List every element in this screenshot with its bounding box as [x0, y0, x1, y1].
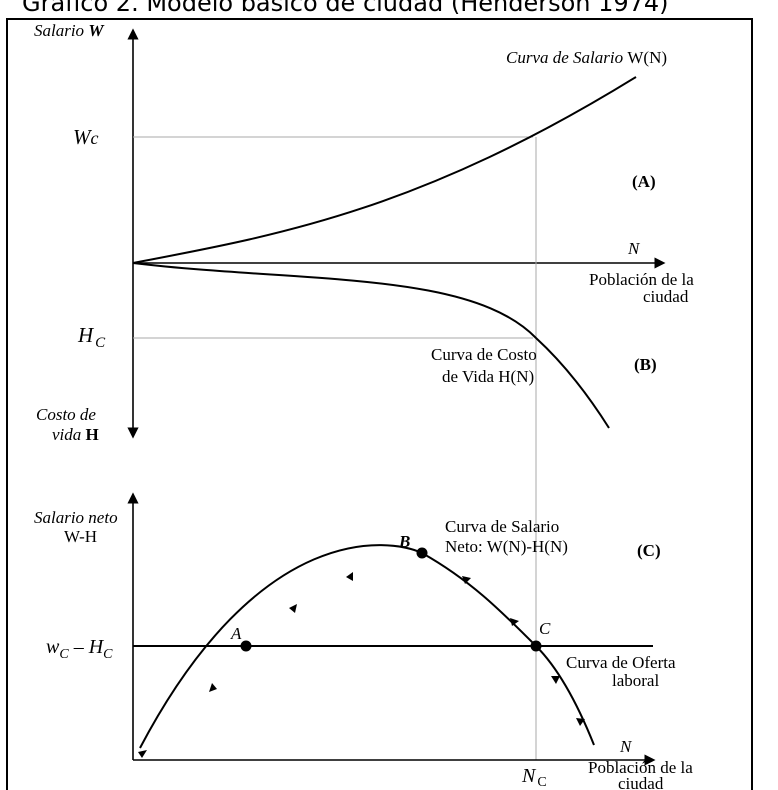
wage-curve-label: Curva de Salario W(N)	[506, 48, 667, 67]
x-axis-bottom-label-line1: Población de la	[588, 758, 693, 777]
x-axis-symbol-top: N	[627, 239, 641, 258]
wage-curve	[132, 76, 637, 264]
point-a-label: A	[230, 624, 242, 643]
point-c-label: C	[539, 619, 551, 638]
direction-arrow-5	[462, 576, 471, 584]
x-axis-top-label-line2: ciudad	[643, 287, 689, 306]
page-title: Gráfico 2. Modelo básico de ciudad (Hend…	[22, 0, 669, 17]
point-b-label: B	[398, 532, 410, 551]
panel-b-label: (B)	[634, 355, 657, 374]
y-axis-net-label-line1: Salario neto	[34, 508, 118, 527]
direction-arrow-4	[346, 572, 353, 581]
net-curve-label-line1: Curva de Salario	[445, 517, 559, 536]
y-axis-top-label: Salario W	[34, 21, 105, 40]
direction-arrow-1	[138, 750, 147, 758]
point-b-marker	[416, 547, 428, 559]
cost-curve-label-line1: Curva de Costo	[431, 345, 537, 364]
supply-curve-label-line2: laboral	[612, 671, 659, 690]
panel-a-label: (A)	[632, 172, 656, 191]
x-axis-top-label-line1: Población de la	[589, 270, 694, 289]
figure-frame	[6, 18, 753, 790]
y-axis-bottom-label-line1: Costo de	[36, 405, 96, 424]
supply-curve-label-line1: Curva de Oferta	[566, 653, 676, 672]
wc-label: Wc	[73, 125, 99, 149]
y-axis-bottom-label-line2: vida H	[52, 425, 99, 444]
point-a-marker	[240, 640, 252, 652]
direction-arrow-6	[510, 618, 519, 626]
net-wage-curve	[139, 544, 595, 749]
x-axis-bottom-label-line2: ciudad	[618, 774, 664, 790]
x-axis-symbol-bottom: N	[619, 737, 633, 756]
direction-arrow-3	[289, 604, 297, 613]
direction-arrow-8	[576, 718, 585, 726]
direction-arrow-7	[551, 676, 560, 684]
y-axis-net-label-line2: W-H	[64, 527, 97, 546]
supply-level-label: wC – HC	[46, 636, 113, 662]
cost-curve-label-line2: de Vida H(N)	[442, 367, 534, 386]
panel-c-label: (C)	[637, 541, 661, 560]
direction-arrow-2	[209, 683, 217, 692]
cost-of-living-curve	[132, 262, 610, 429]
point-c-marker	[530, 640, 542, 652]
net-curve-label-line2: Neto: W(N)-H(N)	[445, 537, 568, 556]
